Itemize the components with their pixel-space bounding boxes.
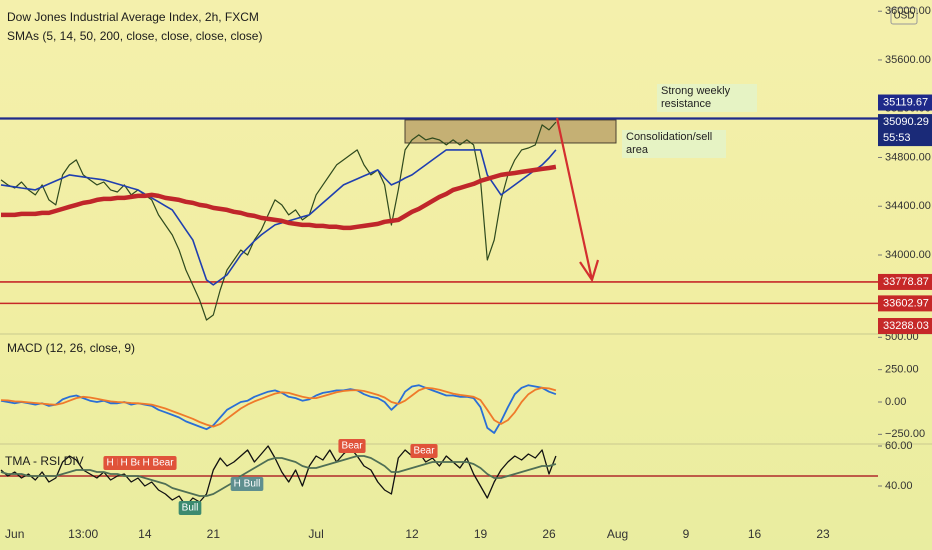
forecast-arrow xyxy=(555,117,600,283)
level-price-box xyxy=(878,273,932,290)
chart-title: Dow Jones Industrial Average Index, 2h, … xyxy=(7,10,259,24)
x-tick-label: 9 xyxy=(683,527,690,541)
signal-label: Bull xyxy=(182,503,199,514)
x-tick-label: Aug xyxy=(607,527,628,541)
x-tick-label: 21 xyxy=(207,527,221,541)
x-tick-label: 19 xyxy=(474,527,488,541)
level-price-box xyxy=(878,295,932,312)
signal-badge xyxy=(178,501,202,515)
x-tick-label: 13:00 xyxy=(68,527,98,541)
x-tick-label: 12 xyxy=(405,527,419,541)
y-tick-label: 250.00 xyxy=(885,364,919,376)
series-line xyxy=(0,445,557,507)
currency-badge[interactable] xyxy=(890,7,918,25)
series-line xyxy=(0,149,557,286)
x-tick-label: Jul xyxy=(308,527,323,541)
x-tick-label: 16 xyxy=(748,527,762,541)
panel xyxy=(0,445,878,507)
series-line xyxy=(1,164,557,231)
countdown-label: 55:53 xyxy=(883,132,911,144)
y-tick-label: 40.00 xyxy=(885,480,913,492)
series-line xyxy=(0,384,557,434)
signal-label: Bear xyxy=(413,446,435,457)
signal-label: H Bear xyxy=(120,458,152,469)
x-tick-label: Jun xyxy=(5,527,24,541)
signal-badge xyxy=(139,456,177,470)
rsi-title: TMA - RSI DIV xyxy=(5,454,84,468)
annotation: Strong weekly resistance xyxy=(657,84,757,112)
level-price-box xyxy=(878,94,932,111)
y-tick-label: 0.00 xyxy=(885,396,906,408)
annotation: Consolidation/sell area xyxy=(622,130,726,158)
last-price-box xyxy=(878,114,932,147)
signal-label: H Bear xyxy=(142,458,174,469)
x-tick-label: 26 xyxy=(542,527,556,541)
plot-layer xyxy=(0,117,878,507)
chart-subtitle: SMAs (5, 14, 50, 200, close, close, clos… xyxy=(7,29,262,43)
y-tick-label: 500.00 xyxy=(885,331,919,343)
y-tick-label: 35600.00 xyxy=(885,54,931,66)
y-tick-label: 34400.00 xyxy=(885,200,931,212)
y-tick-label: 36000.00 xyxy=(885,5,931,17)
signal-label: Bear xyxy=(341,441,363,452)
series-line xyxy=(0,386,557,428)
panel xyxy=(0,384,557,434)
signal-badge xyxy=(230,477,264,491)
y-tick-label: 34000.00 xyxy=(885,249,931,261)
signal-badge xyxy=(410,444,438,458)
y-tick-label: 34800.00 xyxy=(885,151,931,163)
currency-label: USD xyxy=(893,11,914,22)
series-line xyxy=(0,121,557,321)
x-tick-label: 23 xyxy=(816,527,830,541)
macd-title: MACD (12, 26, close, 9) xyxy=(7,341,135,355)
level-price-label: 33778.87 xyxy=(883,276,929,288)
series-line xyxy=(0,455,557,497)
signal-badge xyxy=(338,439,366,453)
panel xyxy=(0,117,878,321)
level-price-label: 33602.97 xyxy=(883,297,929,309)
signal-label: H Bull xyxy=(234,479,261,490)
level-price-box xyxy=(878,318,932,334)
consolidation-zone xyxy=(404,119,617,144)
y-tick-label: −250.00 xyxy=(885,428,925,440)
y-tick-label: 60.00 xyxy=(885,440,913,452)
level-price-label: 33288.03 xyxy=(883,320,929,332)
last-price-label: 35090.29 xyxy=(883,116,929,128)
x-tick-label: 14 xyxy=(138,527,152,541)
level-price-label: 35119.67 xyxy=(883,96,928,108)
